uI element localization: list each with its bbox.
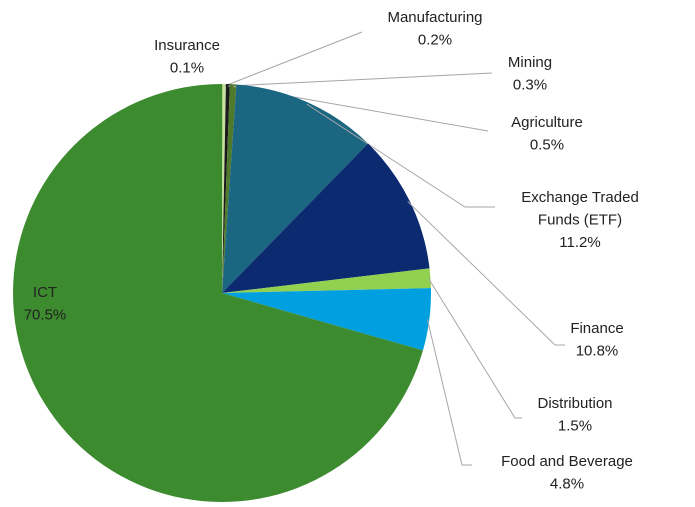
slice-value: 11.2% bbox=[559, 234, 600, 251]
pie-slice bbox=[222, 84, 224, 293]
slice-value: 0.2% bbox=[418, 32, 452, 49]
leader-line bbox=[428, 278, 522, 419]
slice-label: Food and Beverage bbox=[501, 453, 633, 470]
slice-label: Distribution bbox=[537, 395, 612, 412]
slice-label: Agriculture bbox=[511, 114, 583, 131]
leader-line bbox=[227, 72, 493, 87]
leader-line bbox=[426, 319, 472, 466]
leader-line bbox=[407, 201, 565, 346]
slice-label: Insurance bbox=[154, 37, 220, 54]
leader-line bbox=[224, 31, 363, 87]
slice-label: Manufacturing bbox=[387, 9, 482, 26]
pie-slice bbox=[12, 83, 423, 502]
pie-slice bbox=[222, 288, 431, 351]
slice-value: 4.8% bbox=[550, 476, 584, 493]
slice-label: ICT bbox=[33, 284, 57, 301]
pie-slice bbox=[222, 268, 431, 293]
slice-value: 0.1% bbox=[170, 60, 204, 77]
slice-value: 1.5% bbox=[558, 418, 592, 435]
slice-value: 0.3% bbox=[513, 77, 547, 94]
pie-slice bbox=[222, 84, 369, 293]
pie-slice bbox=[222, 143, 430, 293]
slice-value: 70.5% bbox=[24, 307, 67, 324]
slice-label: Exchange Traded Funds (ETF) bbox=[521, 189, 639, 229]
slice-value: 10.8% bbox=[576, 343, 619, 360]
slice-label: Mining bbox=[508, 54, 552, 71]
slice-value: 0.5% bbox=[530, 137, 564, 154]
pie-slice bbox=[222, 84, 226, 293]
pie-slice bbox=[222, 84, 237, 293]
pie-slice bbox=[222, 84, 230, 293]
slice-label: Finance bbox=[570, 320, 623, 337]
leader-line bbox=[306, 103, 495, 208]
